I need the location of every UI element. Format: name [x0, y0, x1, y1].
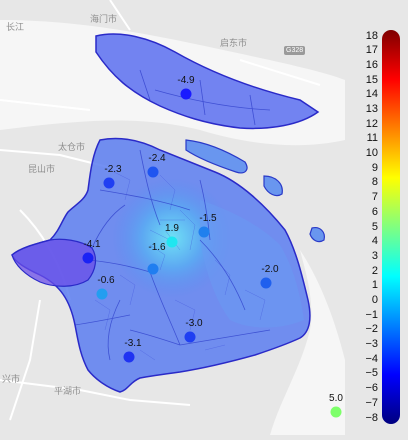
station-marker-nanhui[interactable]: [260, 277, 272, 289]
station-value-nanhui: -2.0: [261, 264, 279, 275]
station-marker-jinshan[interactable]: [123, 351, 135, 363]
colorbar-tick: 15: [365, 73, 378, 86]
colorbar: 18 17 16 15 14 13 12 11 10 9 8 7 6 5 4 3 2 1 0 −1 −2 −3 −4 −5 −6…: [340, 28, 408, 428]
station-marker-fengxian[interactable]: [184, 331, 196, 343]
colorbar-tick: −3: [365, 338, 378, 351]
colorbar-tick: −6: [365, 382, 378, 395]
colorbar-tick: 17: [365, 44, 378, 57]
label-kunshan: 昆山市: [28, 164, 56, 174]
station-value-qingpu: -4.1: [83, 239, 101, 250]
colorbar-tick: 5: [371, 220, 378, 233]
colorbar-tick: −7: [365, 396, 378, 409]
chongming-island: [95, 33, 320, 130]
station-marker-qingpu[interactable]: [82, 252, 94, 264]
label-jiaxing: 兴市: [2, 374, 21, 384]
station-value-chongming: -4.9: [177, 75, 195, 86]
station-marker-xujiahui[interactable]: [166, 236, 178, 248]
colorbar-tick: −5: [365, 367, 378, 380]
colorbar-tick: 6: [371, 205, 378, 218]
hengsha-island: [263, 175, 283, 197]
colorbar-tick: −1: [365, 308, 378, 321]
label-changjiang: 长江: [6, 22, 25, 32]
station-value-fengxian: -3.0: [185, 318, 203, 329]
colorbar-tick: 13: [365, 102, 378, 115]
station-marker-baoshan[interactable]: [147, 166, 159, 178]
station-value-minhang: -1.6: [148, 242, 166, 253]
label-haimen: 海门市: [90, 14, 118, 24]
station-marker-offshore[interactable]: [330, 406, 342, 418]
station-marker-minhang[interactable]: [147, 263, 159, 275]
colorbar-tick: −4: [365, 352, 378, 365]
changxing-island: [185, 139, 248, 174]
colorbar-tick: 12: [365, 117, 378, 130]
label-pinghu: 平湖市: [54, 386, 82, 396]
station-value-xujiahui: 1.9: [165, 223, 179, 234]
station-value-offshore: 5.0: [329, 393, 343, 404]
road-shield-g328: G328: [284, 46, 306, 55]
station-marker-chongming[interactable]: [180, 88, 192, 100]
town-boundaries: [94, 169, 266, 361]
colorbar-tick: 4: [371, 235, 378, 248]
station-marker-pudong-north[interactable]: [198, 226, 210, 238]
colorbar-tick: 9: [371, 161, 378, 174]
colorbar-tick: 8: [371, 176, 378, 189]
colorbar-tick: 0: [371, 293, 378, 306]
label-taicang: 太仓市: [58, 142, 86, 152]
station-value-jinshan: -3.1: [124, 338, 142, 349]
colorbar-tick: 10: [365, 147, 378, 160]
station-value-songjiang: -0.6: [97, 275, 115, 286]
colorbar-tick: −2: [365, 323, 378, 336]
colorbar-tick: 3: [371, 249, 378, 262]
station-value-baoshan: -2.4: [148, 153, 166, 164]
jiuduan-shoal: [309, 227, 325, 243]
colorbar-tick: 14: [365, 88, 378, 101]
colorbar-tick: 7: [371, 191, 378, 204]
station-marker-jiading[interactable]: [103, 177, 115, 189]
colorbar-tick: −8: [365, 411, 378, 424]
station-value-pudong-north: -1.5: [199, 213, 217, 224]
station-value-jiading: -2.3: [104, 164, 122, 175]
qingpu-lobe: [11, 238, 97, 287]
colorbar-tick: 2: [371, 264, 378, 277]
pudong-area: [200, 200, 304, 328]
colorbar-tick: 1: [371, 279, 378, 292]
station-markers: [82, 88, 342, 418]
colorbar-tick: 16: [365, 58, 378, 71]
colorbar-tick: 18: [365, 29, 378, 42]
label-qidong: 启东市: [220, 38, 248, 48]
colorbar-gradient: [382, 30, 400, 424]
sea-water: [270, 250, 345, 435]
district-boundaries: [74, 69, 271, 361]
colorbar-tick: 11: [366, 132, 378, 145]
station-marker-songjiang[interactable]: [96, 288, 108, 300]
